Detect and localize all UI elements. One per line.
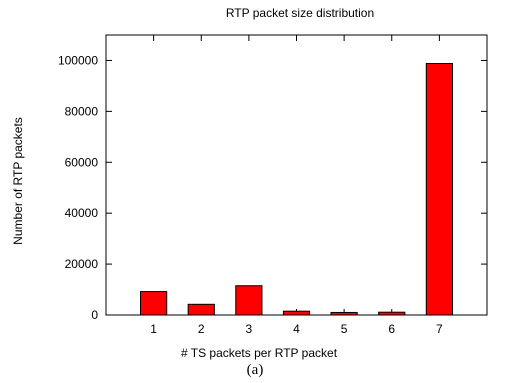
plot-frame bbox=[105, 34, 488, 316]
bars-group bbox=[140, 63, 453, 316]
bar-1 bbox=[140, 291, 168, 316]
x-tick-label: 4 bbox=[293, 322, 300, 336]
x-tick-label: 6 bbox=[388, 322, 395, 336]
bar-2 bbox=[187, 303, 215, 316]
x-tick-label: 7 bbox=[436, 322, 443, 336]
figure-caption: (a) bbox=[247, 362, 264, 378]
y-tick-label: 0 bbox=[91, 308, 98, 322]
x-axis-label: # TS packets per RTP packet bbox=[181, 346, 338, 360]
y-tick-label: 20000 bbox=[65, 257, 99, 271]
x-axis-ticks: 1 2 3 4 5 6 7 bbox=[150, 35, 443, 336]
y-tick-label: 40000 bbox=[65, 206, 99, 220]
x-tick-label: 5 bbox=[341, 322, 348, 336]
bar-7 bbox=[425, 63, 453, 316]
y-axis-ticks: 0 20000 40000 60000 80000 100000 bbox=[58, 53, 487, 322]
x-tick-label: 1 bbox=[150, 322, 157, 336]
bar-4 bbox=[282, 310, 311, 316]
y-tick-label: 100000 bbox=[58, 53, 98, 67]
y-tick-label: 60000 bbox=[65, 155, 99, 169]
y-tick-label: 80000 bbox=[65, 104, 99, 118]
x-tick-label: 3 bbox=[246, 322, 253, 336]
x-tick-label: 2 bbox=[198, 322, 205, 336]
chart-title: RTP packet size distribution bbox=[226, 6, 374, 20]
y-axis-label: Number of RTP packets bbox=[11, 117, 25, 245]
bar-3 bbox=[235, 285, 263, 316]
